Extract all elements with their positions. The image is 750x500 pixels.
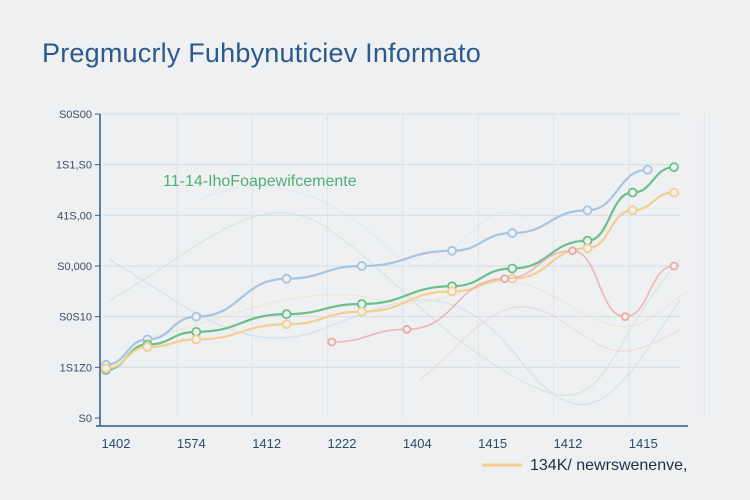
x-tick-label: 1574 [177,436,206,451]
data-point [356,306,367,317]
y-tick-label: 41S,00 [57,210,92,222]
data-point [402,324,412,334]
y-tick-label: 1S1,S0 [56,160,92,172]
data-point [500,274,510,284]
chart-title: Pregmucrly Fuhbynuticiev Informato [42,38,481,68]
data-point [507,228,518,238]
data-point [642,164,653,175]
axes: S0 1S1Z0 S0S10 S0,000 41S,00 1S1,S0 S0S00 1402 1… [56,109,688,451]
data-point [620,312,630,322]
y-tick-label: S0,000 [57,261,92,273]
x-tick-label: 1222 [328,436,357,451]
data-point [281,319,292,330]
chart-annotation: 11-14-IhoFoapewifcemente [163,173,357,190]
data-point [507,263,518,274]
series-group [101,162,679,375]
x-tick-label: 1412 [252,436,281,451]
y-tick-label: S0 [79,413,92,425]
background-curves [109,185,691,406]
legend: 134K/ newrswenenve, [482,457,687,474]
data-point [101,363,111,374]
data-point [447,245,457,256]
y-tick-label: S0S10 [59,312,92,324]
data-point [582,243,593,254]
data-point [669,261,679,271]
legend-label: 134K/ newrswenenve, [530,457,687,474]
series-line-3 [105,191,675,370]
data-point [447,286,457,297]
data-point [327,337,337,347]
data-point [191,311,202,322]
data-point [568,246,577,256]
data-point [669,187,679,198]
x-tick-label: 1404 [403,436,432,451]
data-point [627,205,638,216]
data-point [281,309,292,320]
y-tick-label: S0S00 [59,109,92,121]
grid [100,113,705,418]
y-tick-label: 1S1Z0 [60,362,92,374]
x-tick-label: 1412 [553,436,582,451]
data-point [582,205,593,216]
x-tick-label: 1415 [478,436,507,451]
x-tick-label: 1415 [629,436,658,451]
data-point [191,334,202,345]
data-point [627,187,638,198]
x-tick-label: 1402 [102,436,131,451]
series-line-2 [105,166,675,371]
data-point [281,273,292,284]
data-point [356,261,367,271]
data-point [142,342,153,352]
data-point [669,162,679,173]
